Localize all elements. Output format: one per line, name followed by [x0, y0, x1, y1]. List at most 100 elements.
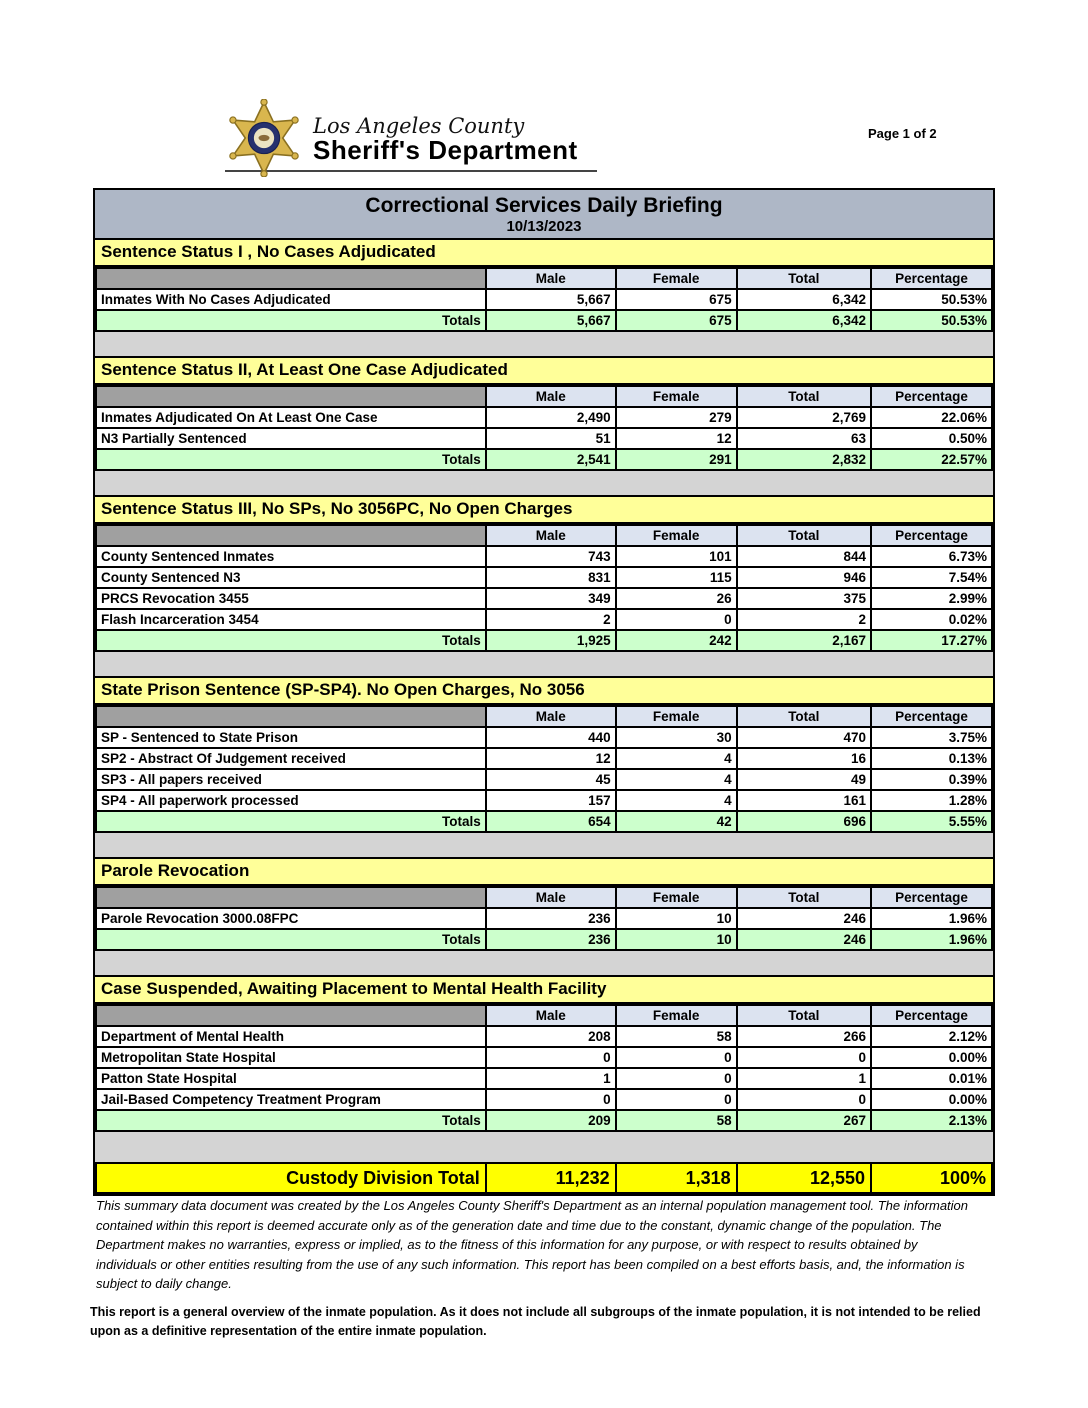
cell-male: 0: [484, 1088, 617, 1111]
row-label: SP2 - Abstract Of Judgement received: [95, 747, 487, 770]
column-header-row: Male Female Total Percentage: [95, 705, 993, 728]
totals-row: Totals 1,925 242 2,167 17.27%: [95, 629, 993, 652]
column-header-female: Female: [614, 267, 738, 290]
totals-female: 10: [614, 928, 738, 951]
cell-total: 844: [735, 545, 873, 568]
cell-percentage: 0.02%: [870, 608, 993, 631]
totals-row: Totals 209 58 267 2.13%: [95, 1109, 993, 1132]
overview-note-text: This report is a general overview of the…: [90, 1305, 981, 1339]
grand-total-male: 11,232: [484, 1162, 617, 1194]
cell-percentage: 6.73%: [870, 545, 993, 568]
cell-female: 115: [614, 566, 738, 589]
column-header-row: Male Female Total Percentage: [95, 524, 993, 547]
column-header-male: Male: [484, 886, 617, 909]
section-header: State Prison Sentence (SP-SP4). No Open …: [95, 676, 993, 705]
table-row: Inmates Adjudicated On At Least One Case…: [95, 406, 993, 429]
grand-total-row: Custody Division Total 11,232 1,318 12,5…: [95, 1162, 993, 1194]
corner-cell: [95, 1004, 487, 1027]
cell-total: 0: [735, 1088, 873, 1111]
column-header-male: Male: [484, 385, 617, 408]
cell-percentage: 22.06%: [870, 406, 993, 429]
cell-percentage: 2.99%: [870, 587, 993, 610]
agency-name: Los Angeles County Sheriff's Department: [313, 105, 578, 164]
cell-percentage: 0.00%: [870, 1088, 993, 1111]
grand-total-total: 12,550: [735, 1162, 873, 1194]
cell-female: 0: [614, 608, 738, 631]
row-label: Metropolitan State Hospital: [95, 1046, 487, 1069]
cell-male: 51: [484, 427, 617, 450]
cell-percentage: 0.01%: [870, 1067, 993, 1090]
page-number-label: Page 1 of 2: [868, 126, 937, 141]
custody-division-total-table: Custody Division Total 11,232 1,318 12,5…: [95, 1162, 993, 1194]
report-section: Case Suspended, Awaiting Placement to Me…: [95, 975, 993, 1132]
report-sections: Sentence Status I , No Cases Adjudicated…: [95, 238, 993, 1132]
cell-total: 2,769: [735, 406, 873, 429]
column-header-male: Male: [484, 524, 617, 547]
cell-percentage: 0.50%: [870, 427, 993, 450]
table-row: Patton State Hospital 1 0 1 0.01%: [95, 1067, 993, 1090]
column-header-male: Male: [484, 1004, 617, 1027]
cell-total: 1: [735, 1067, 873, 1090]
cell-female: 30: [614, 726, 738, 749]
cell-female: 0: [614, 1067, 738, 1090]
cell-percentage: 0.39%: [870, 768, 993, 791]
row-label: Flash Incarceration 3454: [95, 608, 487, 631]
totals-row: Totals 236 10 246 1.96%: [95, 928, 993, 951]
column-header-male: Male: [484, 705, 617, 728]
cell-male: 743: [484, 545, 617, 568]
totals-label: Totals: [95, 629, 487, 652]
grand-total-percentage: 100%: [870, 1162, 993, 1194]
column-header-percentage: Percentage: [870, 1004, 993, 1027]
column-header-total: Total: [735, 1004, 873, 1027]
row-label: Patton State Hospital: [95, 1067, 487, 1090]
table-row: Parole Revocation 3000.08FPC 236 10 246 1.96…: [95, 907, 993, 930]
cell-female: 4: [614, 789, 738, 812]
table-row: SP - Sentenced to State Prison 440 30 470 3.…: [95, 726, 993, 749]
cell-male: 0: [484, 1046, 617, 1069]
row-label: County Sentenced N3: [95, 566, 487, 589]
cell-male: 208: [484, 1025, 617, 1048]
row-label: Parole Revocation 3000.08FPC: [95, 907, 487, 930]
totals-label: Totals: [95, 309, 487, 332]
totals-total: 6,342: [735, 309, 873, 332]
totals-percentage: 2.13%: [870, 1109, 993, 1132]
cell-percentage: 3.75%: [870, 726, 993, 749]
column-header-percentage: Percentage: [870, 705, 993, 728]
column-header-total: Total: [735, 524, 873, 547]
cell-male: 349: [484, 587, 617, 610]
cell-percentage: 0.13%: [870, 747, 993, 770]
row-label: SP3 - All papers received: [95, 768, 487, 791]
column-header-female: Female: [614, 886, 738, 909]
corner-cell: [95, 705, 487, 728]
table-row: Jail-Based Competency Treatment Program 0…: [95, 1088, 993, 1111]
totals-female: 675: [614, 309, 738, 332]
totals-total: 2,832: [735, 448, 873, 471]
section-header: Sentence Status I , No Cases Adjudicated: [95, 238, 993, 267]
column-header-female: Female: [614, 705, 738, 728]
cell-total: 49: [735, 768, 873, 791]
table-row: PRCS Revocation 3455 349 26 375 2.99%: [95, 587, 993, 610]
cell-female: 101: [614, 545, 738, 568]
table-row: Flash Incarceration 3454 2 0 2 0.02%: [95, 608, 993, 631]
cell-male: 831: [484, 566, 617, 589]
corner-cell: [95, 886, 487, 909]
column-header-female: Female: [614, 385, 738, 408]
cell-female: 12: [614, 427, 738, 450]
table-row: Inmates With No Cases Adjudicated 5,667 67…: [95, 288, 993, 311]
totals-row: Totals 2,541 291 2,832 22.57%: [95, 448, 993, 471]
agency-name-department: Sheriff's Department: [313, 135, 578, 166]
totals-male: 2,541: [484, 448, 617, 471]
grand-total-female: 1,318: [614, 1162, 738, 1194]
section-spacer: [95, 332, 993, 356]
daily-briefing-report: Correctional Services Daily Briefing 10/…: [93, 188, 995, 1196]
totals-percentage: 5.55%: [870, 810, 993, 833]
table-row: SP4 - All paperwork processed 157 4 161 1.28…: [95, 789, 993, 812]
cell-total: 375: [735, 587, 873, 610]
totals-total: 2,167: [735, 629, 873, 652]
totals-label: Totals: [95, 1109, 487, 1132]
report-title-band: Correctional Services Daily Briefing 10/…: [95, 190, 993, 238]
totals-total: 267: [735, 1109, 873, 1132]
column-header-row: Male Female Total Percentage: [95, 385, 993, 408]
cell-total: 161: [735, 789, 873, 812]
